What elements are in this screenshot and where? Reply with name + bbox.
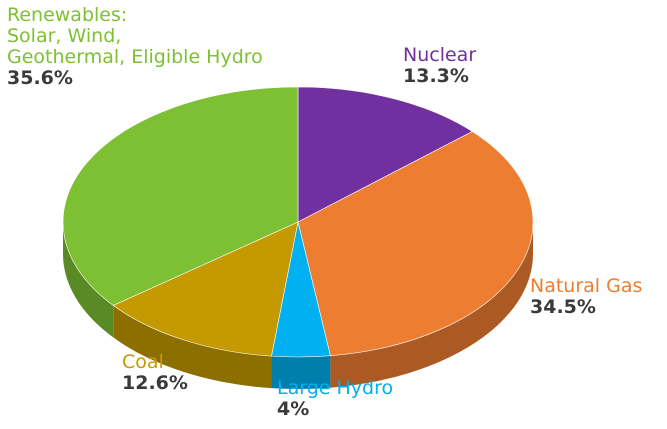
- category-name: Coal: [122, 351, 164, 373]
- slice-side: [330, 222, 533, 388]
- category-name: Natural Gas: [530, 275, 643, 297]
- percent-label: 34.5%: [530, 296, 596, 318]
- slice: [297, 131, 534, 357]
- percent-label: 4%: [277, 398, 310, 420]
- slice-label: Natural Gas 34.5%: [530, 276, 642, 318]
- category-name: Nuclear: [403, 44, 477, 66]
- slice-label: Large Hydro 4%: [277, 378, 393, 420]
- category-name: Renewables: Solar, Wind, Geothermal, Eli…: [7, 4, 263, 68]
- category-name: Large Hydro: [277, 377, 394, 399]
- slice-label: Coal 12.6%: [122, 352, 188, 394]
- percent-label: 35.6%: [7, 67, 73, 89]
- slice-side: [63, 222, 114, 338]
- slice: [62, 86, 299, 306]
- slice-label: Renewables: Solar, Wind, Geothermal, Eli…: [7, 5, 263, 89]
- slice-side: [113, 305, 272, 389]
- slice-label: Nuclear 13.3%: [403, 45, 476, 87]
- slice: [297, 86, 473, 223]
- slice: [112, 221, 299, 357]
- percent-label: 13.3%: [403, 65, 469, 87]
- percent-label: 12.6%: [122, 372, 188, 394]
- slice-side: [271, 355, 331, 389]
